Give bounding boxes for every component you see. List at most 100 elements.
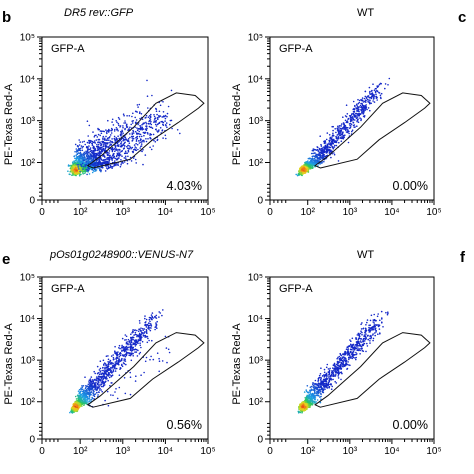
event-dot: [142, 329, 144, 332]
event-dot: [354, 114, 356, 117]
event-dot: [135, 343, 138, 346]
event-dot: [83, 159, 85, 162]
event-dot: [139, 147, 141, 149]
event-dot: [89, 153, 92, 155]
event-dot: [82, 168, 84, 170]
event-dot: [110, 355, 113, 357]
event-dot: [139, 351, 142, 354]
event-dot: [332, 125, 335, 128]
event-dot: [340, 140, 343, 142]
event-dot: [350, 125, 352, 127]
event-dot: [330, 149, 332, 152]
event-dot: [121, 363, 123, 366]
event-dot: [92, 152, 95, 154]
event-dot: [306, 165, 308, 167]
event-dot: [140, 113, 143, 115]
x-tick-label: 0: [39, 446, 45, 457]
event-dot: [107, 131, 110, 133]
event-dot: [83, 167, 86, 170]
event-dot: [79, 160, 82, 163]
event-dot: [98, 376, 101, 378]
event-dot: [363, 106, 365, 109]
event-dot: [146, 79, 148, 82]
event-dot: [99, 372, 101, 374]
event-dot: [79, 141, 81, 143]
event-dot: [330, 156, 332, 159]
event-dot: [135, 119, 138, 121]
event-dot: [144, 128, 147, 130]
event-dot: [104, 160, 106, 162]
event-dot: [166, 112, 169, 115]
event-dot: [84, 402, 87, 405]
event-dot: [108, 152, 110, 154]
event-dot: [99, 379, 102, 381]
event-dot: [91, 144, 94, 146]
event-dot: [97, 163, 100, 166]
event-dot: [156, 113, 158, 116]
event-dot: [312, 167, 314, 169]
event-dot: [87, 147, 89, 149]
panel-title: WT: [357, 7, 374, 19]
y-tick-label: 10⁵: [20, 33, 35, 44]
event-dot: [369, 90, 371, 93]
event-dot: [84, 387, 87, 390]
event-dot: [162, 121, 165, 124]
event-dot: [88, 151, 90, 153]
event-dot: [335, 137, 338, 139]
event-dot: [128, 352, 130, 354]
event-dot: [135, 348, 138, 351]
event-dot: [122, 125, 124, 127]
y-tick-label: 10³: [21, 116, 36, 127]
event-dot: [123, 157, 126, 159]
event-dot: [367, 95, 369, 97]
event-dot: [88, 145, 90, 147]
event-dot: [378, 83, 381, 86]
event-dot: [365, 104, 368, 106]
event-dot: [153, 139, 155, 142]
event-dot: [137, 148, 139, 151]
event-dot: [142, 163, 144, 166]
event-dot: [150, 120, 152, 123]
event-dot: [167, 348, 170, 351]
event-dot: [135, 147, 137, 149]
event-dot: [152, 358, 155, 361]
event-dot: [137, 106, 139, 108]
event-dot: [96, 372, 99, 375]
event-dot: [79, 173, 81, 176]
event-dot: [121, 354, 124, 356]
event-dot: [118, 347, 120, 349]
event-dot: [147, 138, 149, 140]
event-dot: [388, 77, 391, 80]
event-dot: [151, 316, 154, 319]
event-dot: [150, 148, 153, 151]
event-dot: [348, 115, 351, 117]
event-dot: [339, 127, 342, 130]
event-dots: [67, 79, 181, 177]
event-dot: [107, 379, 109, 382]
event-dot: [320, 149, 322, 152]
event-dot: [115, 148, 118, 150]
event-dot: [321, 148, 323, 150]
event-dot: [313, 152, 316, 154]
event-dot: [108, 367, 110, 370]
event-dot: [125, 125, 128, 127]
event-dot: [145, 126, 148, 128]
event-dot: [315, 156, 317, 159]
event-dot: [77, 158, 80, 160]
event-dot: [111, 374, 114, 377]
event-dot: [135, 339, 137, 342]
event-dot: [82, 396, 84, 398]
event-dot: [321, 162, 323, 164]
event-dot: [92, 145, 95, 148]
event-dot: [99, 370, 102, 373]
event-dot: [115, 158, 118, 161]
event-dot: [298, 172, 300, 175]
event-dot: [141, 140, 143, 143]
event-dot: [75, 163, 77, 166]
event-dot: [364, 109, 366, 112]
event-dot: [67, 165, 70, 167]
event-dot: [360, 109, 363, 112]
event-dot: [126, 147, 129, 150]
event-dot: [158, 115, 160, 118]
event-dot: [336, 139, 339, 141]
